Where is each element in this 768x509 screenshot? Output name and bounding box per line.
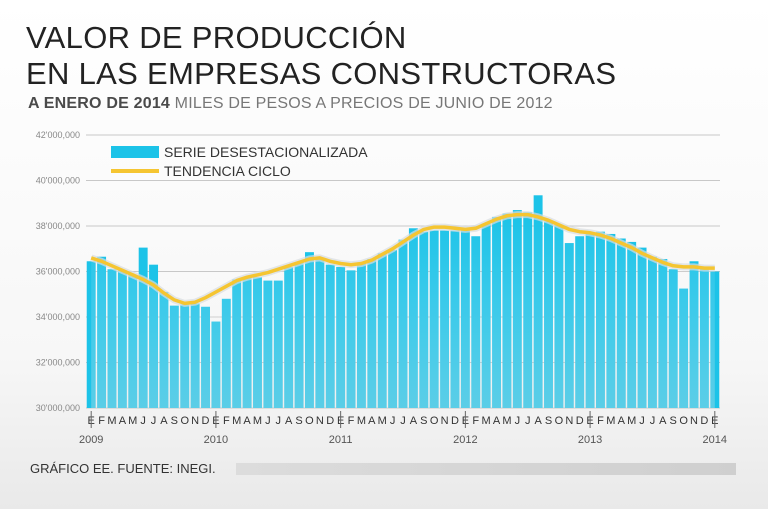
y-tick-label: 42'000,000	[36, 130, 80, 140]
x-tick-label: J	[276, 415, 282, 427]
x-tick-label: M	[378, 415, 387, 427]
year-label: 2010	[204, 434, 228, 446]
x-tick-label: J	[400, 415, 406, 427]
bars-series	[86, 195, 720, 408]
trend-series	[90, 211, 715, 307]
y-tick-label: 32'000,000	[36, 358, 80, 368]
legend-label-bars: SERIE DESESTACIONALIZADA	[164, 144, 368, 160]
year-label: 2014	[703, 434, 727, 446]
chart-subtitle: A ENERO DE 2014 MILES DE PESOS A PRECIOS…	[28, 95, 553, 113]
year-label: 2013	[578, 434, 602, 446]
x-tick-label: A	[534, 415, 542, 427]
x-tick-label: J	[639, 415, 645, 427]
x-tick-label: A	[493, 415, 501, 427]
y-tick-label: 34'000,000	[36, 312, 80, 322]
x-tick-label: N	[690, 415, 698, 427]
x-tick-label: M	[107, 415, 116, 427]
x-tick-label: F	[98, 415, 105, 427]
bar	[86, 261, 96, 408]
x-tick-label: O	[679, 415, 688, 427]
x-tick-label: A	[285, 415, 293, 427]
x-tick-label: D	[326, 415, 334, 427]
x-tick-label: F	[223, 415, 230, 427]
x-tick-label: S	[670, 415, 677, 427]
year-label: 2011	[329, 434, 353, 446]
x-tick-label: A	[410, 415, 418, 427]
x-tick-label: M	[482, 415, 491, 427]
legend-label-trend: TENDENCIA CICLO	[164, 163, 291, 179]
x-tick-label: J	[515, 415, 521, 427]
x-tick-label: A	[618, 415, 626, 427]
x-tick-label: S	[171, 415, 178, 427]
x-tick-label: M	[232, 415, 241, 427]
x-tick-label: J	[525, 415, 531, 427]
legend-swatch-bars	[111, 146, 159, 158]
title-line-1: VALOR DE PRODUCCIÓN	[26, 20, 407, 55]
x-tick-label: F	[472, 415, 479, 427]
subtitle-units: MILES DE PESOS A PRECIOS DE JUNIO DE 201…	[174, 95, 553, 112]
source-note: GRÁFICO EE. FUENTE: INEGI.	[30, 461, 216, 476]
x-tick-label: M	[502, 415, 511, 427]
y-tick-label: 30'000,000	[36, 403, 80, 413]
x-tick-label: S	[295, 415, 302, 427]
x-tick-label: J	[140, 415, 146, 427]
x-tick-label: A	[659, 415, 667, 427]
x-axis-tick-labels: EFMAMJJASONDEFMAMJJASONDEFMAMJJASONDEFMA…	[79, 411, 727, 446]
y-axis-tick-labels: 30'000,000 32'000,000 34'000,000 36'000,000…	[36, 130, 80, 413]
x-tick-label: D	[576, 415, 584, 427]
x-tick-label: F	[597, 415, 604, 427]
x-tick-label: A	[160, 415, 168, 427]
x-tick-label: N	[191, 415, 199, 427]
x-tick-label: M	[357, 415, 366, 427]
y-tick-label: 40'000,000	[36, 176, 80, 186]
legend: SERIE DESESTACIONALIZADA TENDENCIA CICLO	[111, 144, 368, 179]
x-tick-label: J	[265, 415, 271, 427]
x-tick-label: J	[390, 415, 396, 427]
x-tick-label: M	[606, 415, 615, 427]
title-line-2: EN LAS EMPRESAS CONSTRUCTORAS	[26, 56, 617, 91]
trend-shadow-area	[91, 214, 715, 408]
x-tick-label: D	[202, 415, 210, 427]
x-tick-label: J	[151, 415, 157, 427]
x-tick-label: M	[627, 415, 636, 427]
x-tick-label: N	[441, 415, 449, 427]
y-tick-label: 38'000,000	[36, 221, 80, 231]
year-label: 2012	[453, 434, 477, 446]
x-tick-label: N	[316, 415, 324, 427]
x-tick-label: N	[565, 415, 573, 427]
x-tick-label: O	[180, 415, 189, 427]
x-tick-label: O	[430, 415, 439, 427]
trend-line	[90, 212, 715, 306]
x-tick-label: F	[348, 415, 355, 427]
source-rule	[236, 463, 736, 475]
x-tick-label: M	[253, 415, 262, 427]
x-tick-label: O	[555, 415, 564, 427]
x-tick-label: A	[243, 415, 251, 427]
chart-title: VALOR DE PRODUCCIÓN EN LAS EMPRESAS CONS…	[26, 20, 616, 92]
x-tick-label: D	[700, 415, 708, 427]
x-tick-label: M	[128, 415, 137, 427]
year-label: 2009	[79, 434, 103, 446]
y-tick-label: 36'000,000	[36, 267, 80, 277]
legend-swatch-trend	[111, 169, 159, 173]
x-tick-label: D	[451, 415, 459, 427]
x-tick-label: J	[650, 415, 656, 427]
x-tick-label: A	[368, 415, 376, 427]
x-tick-label: S	[545, 415, 552, 427]
x-tick-label: A	[119, 415, 127, 427]
x-tick-label: S	[420, 415, 427, 427]
x-tick-label: O	[305, 415, 314, 427]
subtitle-date: A ENERO DE 2014	[28, 95, 171, 112]
